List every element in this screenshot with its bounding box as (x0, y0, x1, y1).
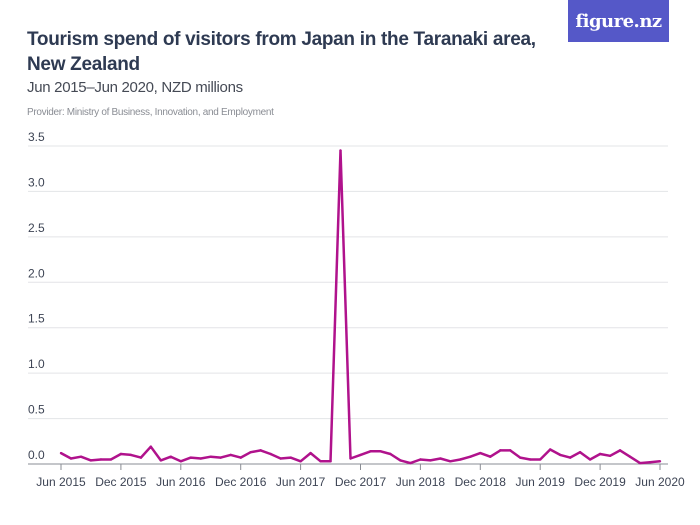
data-point (598, 452, 602, 456)
data-point (429, 459, 432, 462)
data-point (79, 455, 83, 458)
provider-text: Provider: Ministry of Business, Innovati… (27, 107, 274, 118)
x-tick-label: Jun 2020 (635, 475, 685, 489)
data-point (229, 453, 232, 457)
data-point (139, 456, 143, 459)
data-point (489, 455, 492, 458)
data-point (249, 450, 252, 454)
data-point (309, 451, 312, 455)
data-point (179, 460, 182, 463)
y-tick-label: 1.0 (28, 357, 45, 371)
data-point (129, 453, 133, 457)
x-tick-label: Jun 2019 (516, 475, 566, 489)
data-point (219, 456, 222, 459)
data-point (339, 149, 342, 152)
x-tick-label: Dec 2019 (574, 475, 626, 489)
data-point (379, 450, 382, 453)
y-tick-label: 3.0 (28, 175, 45, 189)
data-point (578, 450, 582, 454)
data-point (568, 456, 572, 459)
data-point (658, 460, 662, 463)
figure-nz-logo[interactable]: figure.nz (568, 0, 669, 42)
chart-title: Tourism spend of visitors from Japan in … (27, 29, 536, 75)
data-point (369, 450, 372, 453)
data-point (119, 452, 123, 456)
x-tick-label: Jun 2017 (276, 475, 326, 489)
data-point (299, 460, 302, 463)
y-tick-label: 3.5 (28, 130, 45, 144)
data-point (59, 451, 63, 455)
data-point (149, 445, 153, 448)
y-tick-label: 2.0 (28, 266, 45, 280)
data-point (499, 449, 502, 452)
data-point (558, 453, 562, 457)
data-point (269, 452, 272, 456)
x-tick-label: Dec 2015 (95, 475, 147, 489)
x-tick-label: Dec 2016 (215, 475, 267, 489)
y-tick-label: 1.5 (28, 312, 45, 326)
data-point (239, 456, 242, 459)
data-point (618, 449, 622, 452)
data-point (479, 451, 482, 455)
data-point (319, 460, 322, 463)
data-point (289, 456, 292, 459)
data-point (409, 461, 412, 465)
data-point (628, 455, 632, 458)
y-tick-label: 2.5 (28, 221, 45, 235)
data-point (209, 455, 212, 458)
data-point (399, 459, 402, 462)
data-point (259, 449, 262, 452)
data-point (349, 457, 352, 460)
data-point (439, 457, 442, 460)
data-point (459, 458, 462, 461)
data-point (548, 448, 552, 451)
data-point (329, 460, 332, 463)
data-point (648, 460, 652, 464)
x-tick-label: Jun 2018 (396, 475, 446, 489)
data-point (539, 458, 542, 461)
data-point (588, 458, 592, 461)
y-tick-label: 0.0 (28, 448, 45, 462)
data-point (529, 458, 532, 461)
data-point (89, 459, 93, 462)
data-point (279, 457, 282, 460)
data-point (199, 457, 202, 460)
data-point (608, 454, 612, 458)
data-point (638, 461, 642, 465)
x-tick-label: Jun 2016 (156, 475, 206, 489)
data-point (159, 459, 163, 462)
data-point (109, 458, 113, 461)
data-point (189, 456, 192, 459)
data-point (469, 455, 472, 458)
x-tick-label: Dec 2017 (335, 475, 387, 489)
data-point (69, 457, 73, 460)
data-point (449, 460, 452, 463)
data-point (419, 458, 422, 461)
data-point (169, 455, 173, 458)
data-point (519, 456, 522, 459)
data-point (509, 449, 512, 452)
x-tick-label: Dec 2018 (455, 475, 507, 489)
data-point (99, 458, 103, 461)
data-point (359, 453, 362, 457)
y-tick-label: 0.5 (28, 403, 45, 417)
x-tick-label: Jun 2015 (36, 475, 86, 489)
data-point (389, 452, 392, 456)
data-series-line (60, 149, 661, 465)
chart-subtitle: Jun 2015–Jun 2020, NZD millions (27, 79, 243, 96)
